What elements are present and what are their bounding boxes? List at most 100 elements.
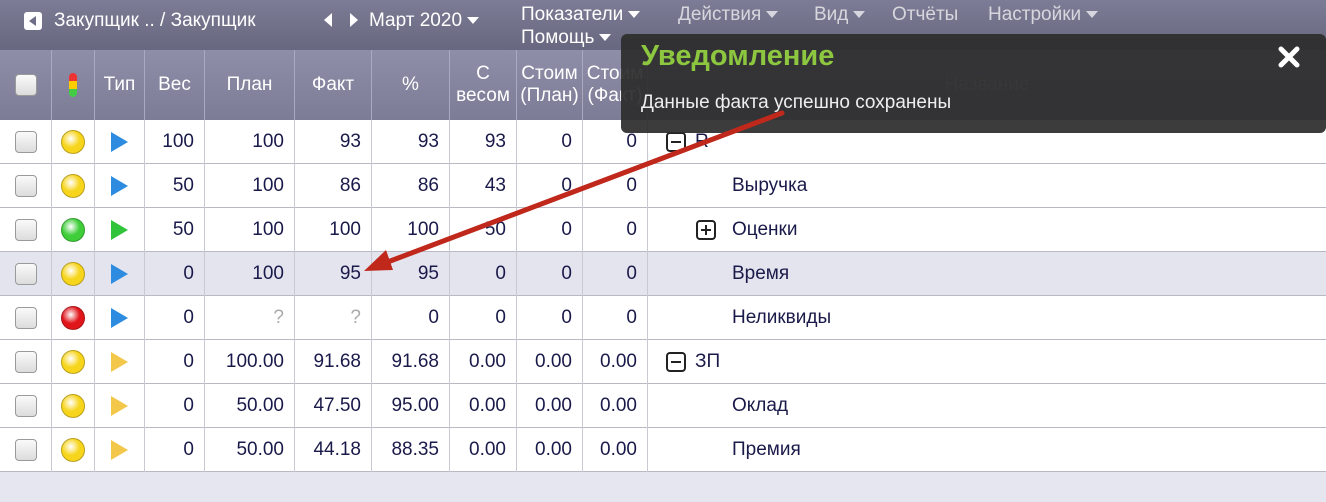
box-h (671, 361, 681, 363)
column-header[interactable]: % (372, 50, 450, 120)
cell (0, 252, 52, 296)
cell-value: 95 (295, 252, 372, 296)
cell (52, 208, 95, 252)
cell (52, 428, 95, 472)
type-icon (111, 176, 128, 196)
cell-value: 44.18 (295, 428, 372, 472)
cell-value: 95.00 (372, 384, 450, 428)
cell (0, 340, 52, 384)
cell-value: 91.68 (372, 340, 450, 384)
table-row[interactable]: 50 100 86 86 43 0 0 Выручка (0, 164, 1326, 208)
menu-item[interactable]: Отчёты (892, 4, 959, 25)
cell-value: 0.00 (517, 340, 583, 384)
breadcrumb[interactable]: Закупщик .. / Закупщик (54, 10, 256, 31)
row-name[interactable]: Премия (732, 439, 801, 460)
cell-value: 0.00 (583, 384, 648, 428)
cell-value: 0 (145, 428, 205, 472)
status-light (61, 262, 85, 286)
cell (52, 252, 95, 296)
cell (52, 296, 95, 340)
menu-item[interactable]: Настройки (988, 4, 1098, 26)
back-icon[interactable] (24, 12, 42, 30)
cell (95, 296, 145, 340)
table-row[interactable]: 0 100.00 91.68 91.68 0.00 0.00 0.00 ЗП (0, 340, 1326, 384)
cell-value: 86 (372, 164, 450, 208)
cell-value: 0 (450, 252, 517, 296)
type-icon (111, 308, 128, 328)
close-button[interactable] (1278, 46, 1300, 68)
cell-value: 0.00 (583, 428, 648, 472)
row-checkbox[interactable] (15, 351, 37, 373)
box-v (705, 225, 707, 235)
cell-value: 0 (517, 120, 583, 164)
row-checkbox[interactable] (15, 219, 37, 241)
cell-value: 100 (205, 120, 295, 164)
cell (52, 164, 95, 208)
menu-item[interactable]: Действия (678, 4, 778, 26)
row-checkbox[interactable] (15, 131, 37, 153)
row-checkbox[interactable] (15, 307, 37, 329)
cell-value: 0 (372, 296, 450, 340)
cell-value: 0 (145, 340, 205, 384)
collapse-button[interactable] (666, 352, 686, 372)
cell-value: 0 (517, 208, 583, 252)
row-name[interactable]: Неликвиды (732, 307, 832, 328)
expand-button[interactable] (696, 220, 716, 240)
cell-value: 100 (295, 208, 372, 252)
status-light (61, 130, 85, 154)
table-row[interactable]: 50 100 100 100 50 0 0 Оценки (0, 208, 1326, 252)
cell (95, 428, 145, 472)
row-name[interactable]: Оклад (732, 395, 789, 416)
cell-value: 100 (205, 164, 295, 208)
cell-value: 93 (372, 120, 450, 164)
cell-value: 0.00 (583, 340, 648, 384)
cell-value: 43 (450, 164, 517, 208)
status-icon (69, 73, 77, 97)
table-row[interactable]: 0?? 0 0 0 0 Неликвиды (0, 296, 1326, 340)
row-name[interactable]: Время (732, 263, 790, 284)
cell (0, 384, 52, 428)
next-period[interactable] (350, 13, 358, 27)
select-all[interactable] (15, 74, 37, 96)
box-h (671, 141, 681, 143)
column-header[interactable]: Факт (295, 50, 372, 120)
cell (52, 120, 95, 164)
column-header[interactable]: Вес (145, 50, 205, 120)
cell-value: 0.00 (450, 384, 517, 428)
cell-value: 95 (372, 252, 450, 296)
row-checkbox[interactable] (15, 395, 37, 417)
type-icon (111, 132, 128, 152)
cell-value: 0 (517, 164, 583, 208)
table-row[interactable]: 0 50.00 47.50 95.00 0.00 0.00 0.00 Оклад (0, 384, 1326, 428)
menu-item[interactable]: Показатели (521, 4, 640, 26)
table-row[interactable]: 0 50.00 44.18 88.35 0.00 0.00 0.00 Премия (0, 428, 1326, 472)
cell-value: 93 (295, 120, 372, 164)
cell-value: 0.00 (517, 428, 583, 472)
type-icon (111, 352, 128, 372)
period[interactable]: Март 2020 (369, 10, 479, 32)
row-name[interactable]: Оценки (732, 219, 798, 240)
cell (0, 208, 52, 252)
cell-value: 47.50 (295, 384, 372, 428)
column-header[interactable]: План (205, 50, 295, 120)
status-light (61, 174, 85, 198)
row-checkbox[interactable] (15, 263, 37, 285)
row-checkbox[interactable] (15, 439, 37, 461)
cell-value: 0 (583, 252, 648, 296)
column-header[interactable]: Тип (95, 50, 145, 120)
column-header[interactable]: Стоим (План) (517, 50, 583, 120)
menu-item[interactable]: Вид (814, 4, 865, 26)
cell-value: 0 (145, 384, 205, 428)
column-header[interactable]: С весом (450, 50, 517, 120)
cell-value: 0 (583, 208, 648, 252)
table-row[interactable]: 0 100 95 95 0 0 0 Время (0, 252, 1326, 296)
cell-value: 100 (372, 208, 450, 252)
row-checkbox[interactable] (15, 175, 37, 197)
cell (52, 340, 95, 384)
collapse-button[interactable] (666, 132, 686, 152)
prev-period[interactable] (324, 13, 332, 27)
row-name[interactable]: ЗП (695, 351, 721, 372)
row-name[interactable]: Выручка (732, 175, 808, 196)
menu-item[interactable]: Помощь (521, 27, 611, 49)
